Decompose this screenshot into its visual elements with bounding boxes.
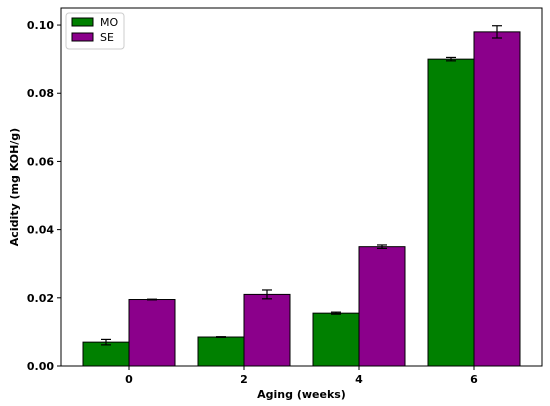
bar-mo-0 [82,341,130,367]
errorbar-mo-0 [101,338,111,346]
legend-label-se: SE [100,31,114,44]
legend-label-mo: MO [100,16,118,29]
legend-swatch-mo [71,17,94,27]
bar-se-2 [243,293,291,367]
errorbar-se-6 [492,25,502,39]
legend: MO SE [65,12,125,50]
x-axis: 0 2 4 6 [125,366,478,386]
x-tick-label: 2 [240,373,248,386]
bar-mo-2 [197,336,245,367]
errorbars-group [101,25,502,346]
errorbar-se-4 [377,244,387,249]
errorbar-se-2 [262,289,272,300]
y-tick-label: 0.04 [27,224,54,237]
y-tick-label: 0.06 [27,155,54,168]
bars-group [82,31,521,367]
y-tick-label: 0.02 [27,292,54,305]
x-axis-label: Aging (weeks) [257,388,346,401]
y-tick-label: 0.00 [27,360,54,373]
y-axis-label: Acidity (mg KOH/g) [8,128,21,246]
errorbar-mo-4 [331,311,341,315]
bar-mo-6 [427,58,475,367]
errorbar-mo-6 [446,56,456,62]
x-tick-label: 0 [125,373,133,386]
plot-frame [60,7,543,367]
y-tick-label: 0.08 [27,87,54,100]
bar-se-6 [473,31,521,367]
legend-swatch-se [71,32,94,42]
y-tick-label: 0.10 [27,19,54,32]
x-tick-label: 6 [470,373,478,386]
bar-se-0 [128,299,176,367]
bar-se-4 [358,246,406,367]
x-tick-label: 4 [355,373,363,386]
errorbar-mo-2 [216,336,226,338]
bar-mo-4 [312,312,360,367]
errorbar-se-0 [147,298,157,301]
y-axis: 0.00 0.02 0.04 0.06 0.08 0.10 [27,19,61,373]
